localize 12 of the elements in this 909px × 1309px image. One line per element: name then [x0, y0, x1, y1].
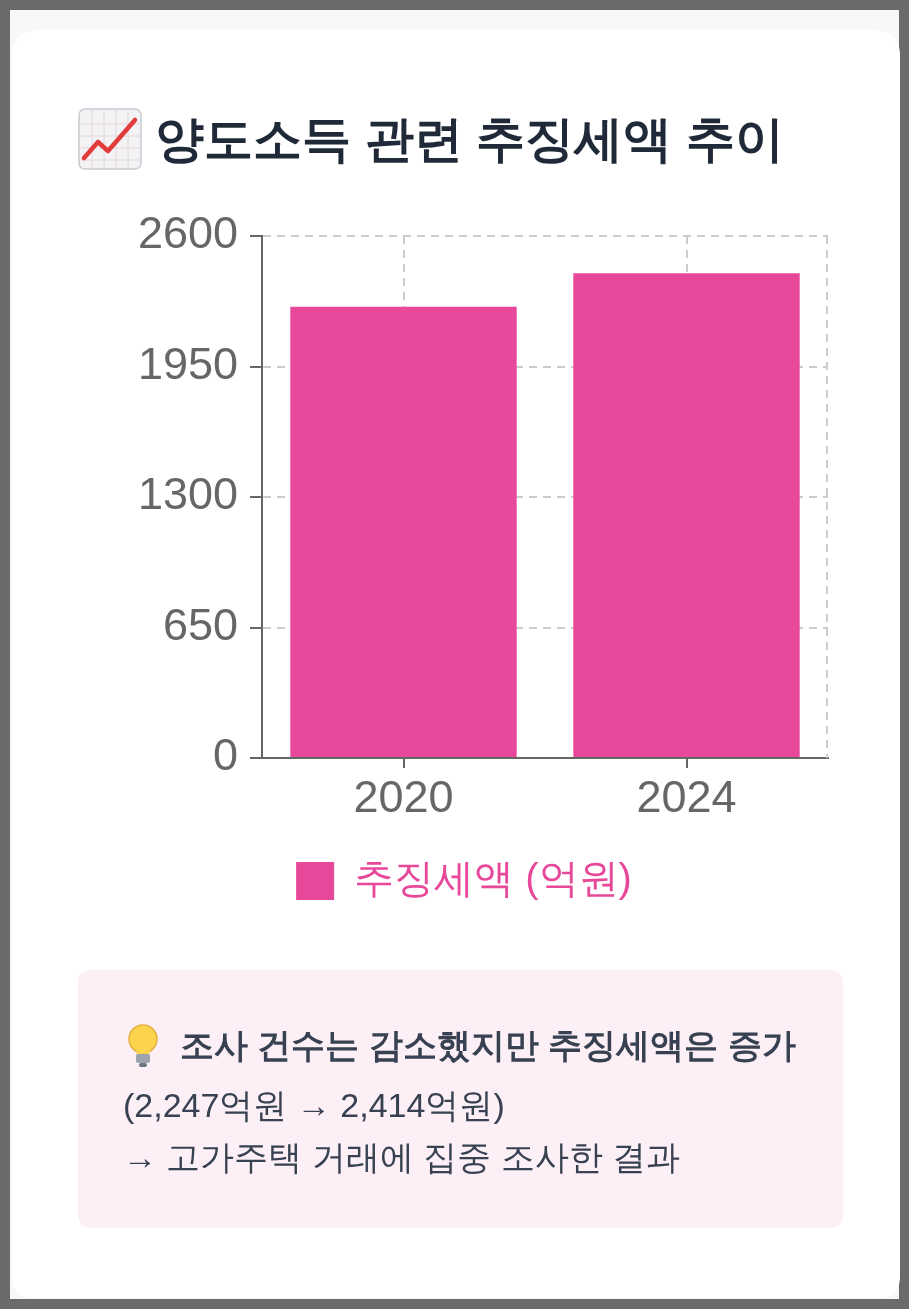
x-tick-label: 2024 [636, 771, 737, 823]
legend-label: 추징세액 (억원) [354, 856, 632, 901]
y-tick-label: 2600 [137, 207, 238, 259]
y-tick-label: 0 [212, 729, 238, 781]
y-tick-label: 1950 [137, 337, 238, 389]
text: → 고가주택 거래에 집중 조사한 결과 [123, 1137, 681, 1178]
y-tick-label: 650 [162, 598, 238, 650]
text: 조사 건수는 감소했지만 추징세액은 증가 [180, 1025, 796, 1066]
x-tick-label: 2020 [353, 771, 454, 823]
text: (2,247억원 → 2,414억원) [123, 1085, 505, 1126]
y-tick-label: 1300 [137, 468, 238, 520]
chart-title: 양도소득 관련 추징세액 추이 [155, 111, 784, 168]
